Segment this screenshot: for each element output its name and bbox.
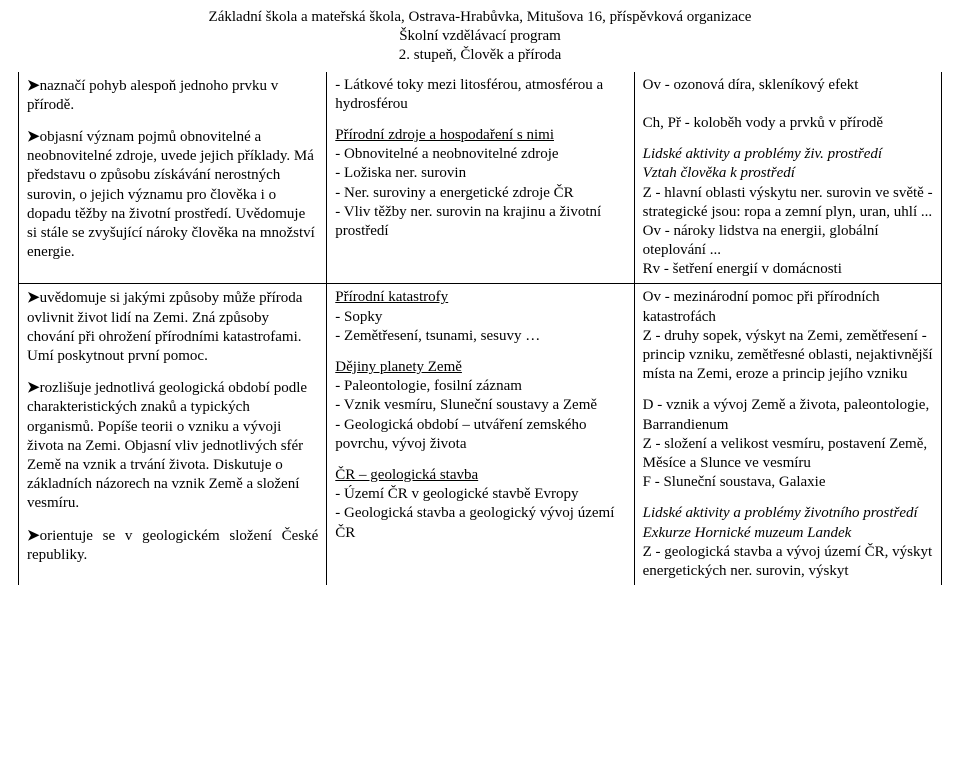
outcome-text: orientuje se v geologickém složení České… (27, 528, 318, 563)
link-line: Z - druhy sopek, výskyt na Zemi, zemětře… (643, 327, 933, 385)
link-line: Z - geologická stavba a vývoj území ČR, … (643, 543, 933, 581)
link-block: Lidské aktivity a problémy živ. prostřed… (643, 145, 933, 279)
link-line: Ov - mezinárodní pomoc při přírodních ka… (643, 288, 933, 326)
table-row: ➤uvědomuje si jakými způsoby může přírod… (19, 284, 942, 585)
link-line: Rv - šetření energií v domácnosti (643, 260, 933, 279)
outcome-paragraph: ➤naznačí pohyb alespoň jednoho prvku v p… (27, 76, 318, 115)
topic-line: - Ložiska ner. surovin (335, 164, 625, 183)
outcome-text: naznačí pohyb alespoň jednoho prvku v př… (27, 78, 278, 113)
header-line-2: Školní vzdělávací program (18, 27, 942, 46)
link-line: Lidské aktivity a problémy životního pro… (643, 504, 933, 523)
arrow-icon: ➤ (27, 128, 40, 145)
header-line-3: 2. stupeň, Člověk a příroda (18, 46, 942, 65)
link-line: Lidské aktivity a problémy živ. prostřed… (643, 145, 933, 164)
outcomes-cell: ➤uvědomuje si jakými způsoby může přírod… (19, 284, 327, 585)
topic-line: - Geologická období – utváření zemského … (335, 416, 625, 454)
topic-block: Přírodní katastrofy- Sopky- Zemětřesení,… (335, 288, 625, 346)
topic-block: Přírodní zdroje a hospodaření s nimi- Ob… (335, 126, 625, 241)
link-line: Z - hlavní oblasti výskytu ner. surovin … (643, 184, 933, 222)
outcome-paragraph: ➤uvědomuje si jakými způsoby může přírod… (27, 288, 318, 366)
arrow-icon: ➤ (27, 527, 40, 544)
link-line (643, 95, 933, 114)
outcome-paragraph: ➤objasní význam pojmů obnovitelné a neob… (27, 127, 318, 262)
topic-line: - Zemětřesení, tsunami, sesuvy … (335, 327, 625, 346)
link-block: Ov - ozonová díra, skleníkový efekt Ch, … (643, 76, 933, 134)
outcomes-cell: ➤naznačí pohyb alespoň jednoho prvku v p… (19, 72, 327, 284)
topic-line: - Území ČR v geologické stavbě Evropy (335, 485, 625, 504)
link-line: Ch, Př - koloběh vody a prvků v přírodě (643, 114, 933, 133)
links-cell: Ov - ozonová díra, skleníkový efekt Ch, … (634, 72, 941, 284)
outcome-text: uvědomuje si jakými způsoby může příroda… (27, 290, 302, 364)
topic-line: - Paleontologie, fosilní záznam (335, 377, 625, 396)
outcome-text: rozlišuje jednotlivá geologická období p… (27, 380, 307, 511)
link-line: Ov - ozonová díra, skleníkový efekt (643, 76, 933, 95)
topic-block: Dějiny planety Země- Paleontologie, fosi… (335, 358, 625, 454)
table-row: ➤naznačí pohyb alespoň jednoho prvku v p… (19, 72, 942, 284)
link-line: Vztah člověka k prostředí (643, 164, 933, 183)
curriculum-table: ➤naznačí pohyb alespoň jednoho prvku v p… (18, 72, 942, 586)
topic-line: Přírodní katastrofy (335, 288, 625, 307)
arrow-icon: ➤ (27, 77, 40, 94)
topic-line: - Ner. suroviny a energetické zdroje ČR (335, 184, 625, 203)
topics-cell: - Látkové toky mezi litosférou, atmosfér… (327, 72, 634, 284)
topic-line: - Geologická stavba a geologický vývoj ú… (335, 504, 625, 542)
link-line: Z - složení a velikost vesmíru, postaven… (643, 435, 933, 473)
topic-line: - Vliv těžby ner. surovin na krajinu a ž… (335, 203, 625, 241)
topic-line: - Sopky (335, 308, 625, 327)
link-line: Ov - nároky lidstva na energii, globální… (643, 222, 933, 260)
page-header: Základní škola a mateřská škola, Ostrava… (18, 8, 942, 66)
topic-line: - Látkové toky mezi litosférou, atmosfér… (335, 76, 625, 114)
link-line: Exkurze Hornické muzeum Landek (643, 524, 933, 543)
outcome-text: objasní význam pojmů obnovitelné a neobn… (27, 129, 315, 260)
topic-line: Dějiny planety Země (335, 358, 625, 377)
link-block: D - vznik a vývoj Země a života, paleont… (643, 396, 933, 492)
topic-line: Přírodní zdroje a hospodaření s nimi (335, 126, 625, 145)
topic-block: ČR – geologická stavba- Území ČR v geolo… (335, 466, 625, 543)
arrow-icon: ➤ (27, 289, 40, 306)
link-line: D - vznik a vývoj Země a života, paleont… (643, 396, 933, 434)
outcome-paragraph: ➤rozlišuje jednotlivá geologická období … (27, 378, 318, 513)
links-cell: Ov - mezinárodní pomoc při přírodních ka… (634, 284, 941, 585)
link-block: Ov - mezinárodní pomoc při přírodních ka… (643, 288, 933, 384)
topic-line: - Obnovitelné a neobnovitelné zdroje (335, 145, 625, 164)
topics-cell: Přírodní katastrofy- Sopky- Zemětřesení,… (327, 284, 634, 585)
arrow-icon: ➤ (27, 379, 40, 396)
topic-block: - Látkové toky mezi litosférou, atmosfér… (335, 76, 625, 114)
outcome-paragraph: ➤orientuje se v geologickém složení Česk… (27, 526, 318, 565)
link-line: F - Sluneční soustava, Galaxie (643, 473, 933, 492)
topic-line: ČR – geologická stavba (335, 466, 625, 485)
link-block: Lidské aktivity a problémy životního pro… (643, 504, 933, 581)
topic-line: - Vznik vesmíru, Sluneční soustavy a Zem… (335, 396, 625, 415)
header-line-1: Základní škola a mateřská škola, Ostrava… (18, 8, 942, 27)
